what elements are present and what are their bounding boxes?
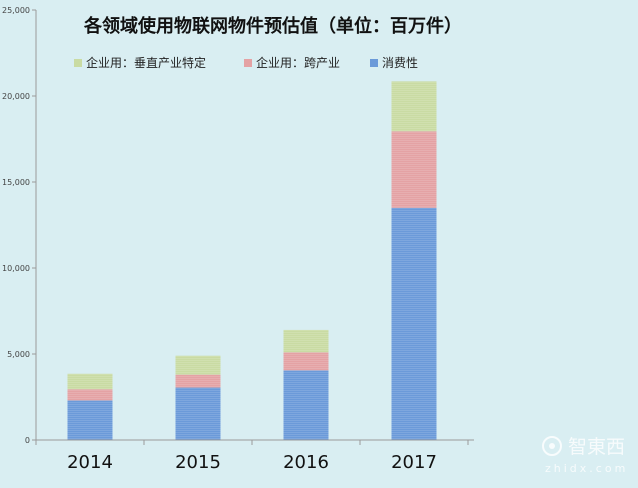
x-tick-label: 2014 [67,452,113,473]
legend-item: 企业用：垂直产业特定 [74,55,206,70]
bar-texture [391,81,437,132]
bar-group-2017 [391,81,437,440]
legend-swatch [244,59,252,67]
y-tick-label: 25,000 [2,6,30,15]
legend-item: 企业用：跨产业 [244,55,340,70]
legend-swatch [370,59,378,67]
bar-texture [67,389,113,401]
y-tick-label: 5,000 [7,350,30,359]
bar-texture [175,355,221,375]
bar-texture [391,131,437,208]
bar-group-2016 [283,329,329,440]
bars [67,81,437,440]
y-tick-label: 0 [25,436,30,445]
legend: 企业用：垂直产业特定 企业用：跨产业 消费性 [74,55,418,70]
watermark: 智東西 zhidx.com [542,436,628,475]
x-axis: 2014 2015 2016 2017 [35,439,474,473]
bar-texture [175,374,221,388]
bar-texture [67,373,113,390]
bar-texture [283,329,329,353]
x-tick-label: 2017 [391,452,437,473]
legend-label: 消费性 [382,56,418,70]
bar-texture [391,207,437,440]
bar-texture [283,370,329,440]
y-axis: 0 5,000 10,000 15,000 20,000 25,000 [2,6,37,445]
watermark-brand: 智東西 [568,436,625,458]
legend-item: 消费性 [370,56,418,70]
legend-label: 企业用：跨产业 [256,55,340,70]
brand-logo-icon [542,436,562,456]
bar-texture [283,352,329,371]
x-tick-label: 2016 [283,452,329,473]
legend-swatch [74,59,82,67]
bar-group-2014 [67,373,113,440]
bar-texture [175,387,221,440]
bar-texture [67,400,113,440]
y-tick-label: 15,000 [2,178,30,187]
y-tick-label: 20,000 [2,92,30,101]
chart-title: 各领域使用物联网物件预估值（单位：百万件） [83,15,462,37]
legend-label: 企业用：垂直产业特定 [86,55,206,70]
y-tick-label: 10,000 [2,264,30,273]
watermark-domain: zhidx.com [545,462,628,475]
bar-group-2015 [175,355,221,440]
x-tick-label: 2015 [175,452,221,473]
